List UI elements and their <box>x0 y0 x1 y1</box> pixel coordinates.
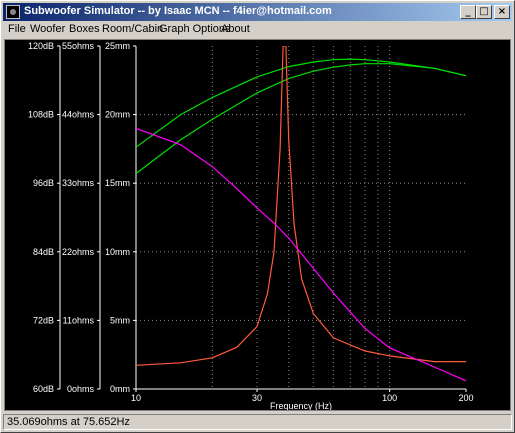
speaker-icon[interactable] <box>6 5 20 19</box>
maximize-button[interactable]: □ <box>476 5 492 19</box>
y-tick-label: 0mm <box>110 384 130 394</box>
excursion-curve <box>136 127 466 382</box>
y-tick-label: 10mm <box>105 247 130 257</box>
y-tick-label: 33ohms <box>62 178 95 188</box>
y-tick-label: 15mm <box>105 178 130 188</box>
y-tick-label: 108dB <box>28 110 54 120</box>
title-bar[interactable]: Subwoofer Simulator -- by Isaac MCN -- f… <box>3 3 512 21</box>
y-tick-label: 72dB <box>33 315 54 325</box>
y-tick-label: 25mm <box>105 41 130 51</box>
close-button[interactable]: × <box>494 5 510 19</box>
y-tick-label: 22ohms <box>62 247 95 257</box>
status-bar: 35.069ohms at 75.652Hz <box>3 414 512 431</box>
x-tick-label: 100 <box>382 393 397 403</box>
frequency-response-graph[interactable]: 120dB 108dB 96dB 84dB 72dB 60dB 55ohms 44ohms 33… <box>4 39 511 411</box>
y-tick-label: 44ohms <box>62 110 95 120</box>
y-tick-label: 11ohms <box>63 315 95 325</box>
spl-curve-upper <box>136 58 466 148</box>
y-tick-label: 120dB <box>28 41 54 51</box>
menu-room-cabin[interactable]: Room/Cabin <box>102 23 164 35</box>
impedance-curve <box>136 46 466 366</box>
y-tick-label: 84dB <box>33 247 54 257</box>
y-tick-label: 20mm <box>105 110 130 120</box>
menu-woofer[interactable]: Woofer <box>30 23 66 35</box>
y-tick-label: 96dB <box>33 178 54 188</box>
menu-bar: File Woofer Boxes Room/Cabin Graph Optio… <box>3 21 512 39</box>
x-axis-label: Frequency (Hz) <box>270 401 332 410</box>
spl-curve-lower <box>136 63 466 174</box>
window-title: Subwoofer Simulator -- by Isaac MCN -- f… <box>24 5 332 17</box>
menu-file[interactable]: File <box>8 23 26 35</box>
menu-about[interactable]: About <box>221 23 250 35</box>
chart-svg: 120dB 108dB 96dB 84dB 72dB 60dB 55ohms 44ohms 33… <box>28 41 474 410</box>
x-tick-label: 200 <box>458 393 473 403</box>
x-tick-label: 10 <box>131 393 141 403</box>
y-tick-label: 60dB <box>33 384 54 394</box>
menu-boxes[interactable]: Boxes <box>69 23 100 35</box>
x-tick-label: 30 <box>252 393 262 403</box>
status-readout: 35.069ohms at 75.652Hz <box>3 414 512 430</box>
minimize-button[interactable]: _ <box>460 5 476 19</box>
y-tick-label: 5mm <box>110 315 130 325</box>
menu-graph-options[interactable]: Graph Options <box>159 23 231 35</box>
y-tick-label: 0ohms <box>67 384 95 394</box>
y-tick-label: 55ohms <box>62 41 95 51</box>
